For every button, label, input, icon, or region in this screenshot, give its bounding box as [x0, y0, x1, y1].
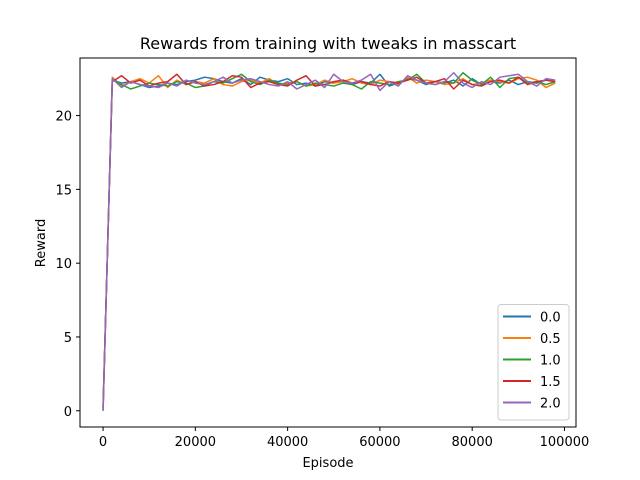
- x-tick-label: 60000: [359, 435, 400, 450]
- y-tick-label: 15: [55, 183, 72, 198]
- series-line-3: [102, 73, 556, 407]
- legend-label-2: 1.0: [540, 354, 561, 369]
- legend: 0.0 0.5 1.0 1.5 2.0: [497, 304, 570, 421]
- x-axis: 0 20000 40000 60000 80000 100000: [99, 427, 589, 450]
- x-tick-label: 100000: [540, 435, 590, 450]
- series-line-4: [102, 72, 556, 411]
- legend-label-3: 1.5: [540, 375, 561, 390]
- series-line-2: [102, 72, 556, 411]
- x-axis-label: Episode: [302, 456, 353, 471]
- legend-box: [497, 304, 570, 421]
- legend-label-4: 2.0: [540, 397, 561, 412]
- y-tick-label: 0: [64, 405, 72, 420]
- y-tick-label: 10: [55, 257, 72, 272]
- y-tick-label: 5: [64, 331, 72, 346]
- y-tick-label: 20: [55, 110, 72, 125]
- y-axis-label: Reward: [34, 219, 49, 267]
- plot-frame: [79, 57, 577, 428]
- y-axis: 0 5 10 15 20: [55, 110, 80, 420]
- legend-label-1: 0.5: [540, 332, 561, 347]
- x-tick-label: 20000: [175, 435, 216, 450]
- series-lines: [102, 72, 556, 411]
- legend-label-0: 0.0: [540, 311, 561, 326]
- x-tick-label: 40000: [267, 435, 308, 450]
- x-tick-label: 80000: [452, 435, 493, 450]
- x-tick-label: 0: [99, 435, 107, 450]
- chart-title: Rewards from training with tweaks in mas…: [140, 34, 516, 53]
